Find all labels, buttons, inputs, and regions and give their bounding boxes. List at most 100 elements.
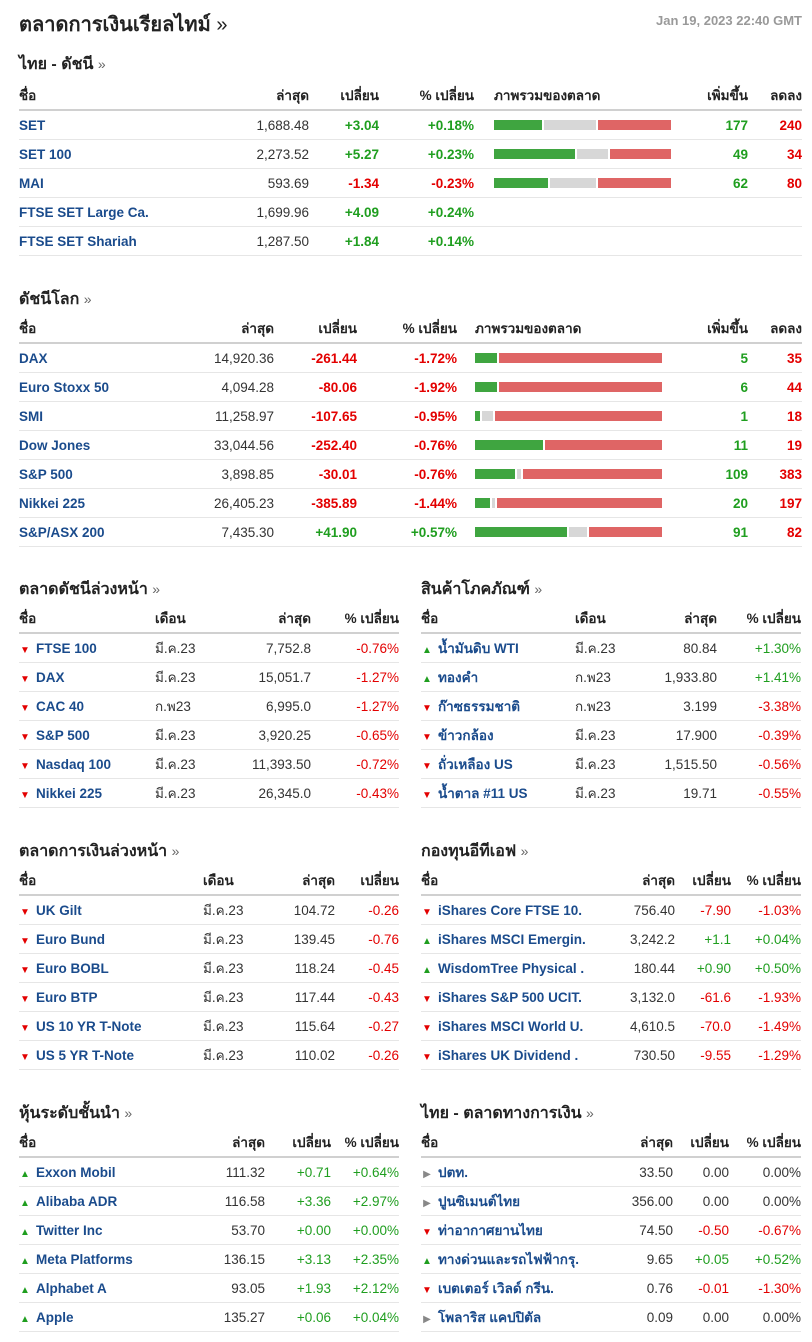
instrument-cell[interactable]: ▶ ปตท. (421, 1157, 601, 1187)
instrument-cell[interactable]: DAX (19, 343, 169, 373)
table-row[interactable]: FTSE SET Large Ca. 1,699.96 +4.09 +0.24% (19, 197, 802, 227)
instrument-link[interactable]: SET 100 (19, 146, 72, 162)
table-row[interactable]: Dow Jones 33,044.56 -252.40 -0.76% 11 19 (19, 430, 802, 460)
table-row[interactable]: ▼ UK Gilt มี.ค.23 104.72 -0.26 (19, 895, 399, 925)
table-row[interactable]: ▼ เบตเตอร์ เวิลด์ กรีน. 0.76 -0.01 -1.30% (421, 1273, 801, 1303)
table-row[interactable]: ▲ Meta Platforms 136.15 +3.13 +2.35% (19, 1244, 399, 1274)
section-arrow[interactable]: » (171, 843, 180, 859)
instrument-link[interactable]: Alibaba ADR (36, 1193, 118, 1209)
table-row[interactable]: ▲ น้ำมันดิบ WTI มี.ค.23 80.84 +1.30% (421, 633, 801, 663)
instrument-cell[interactable]: FTSE SET Shariah (19, 226, 184, 256)
section-title-world-indices[interactable]: ดัชนีโลก » (19, 287, 92, 312)
table-row[interactable]: ▼ Euro BOBL มี.ค.23 118.24 -0.45 (19, 953, 399, 983)
instrument-cell[interactable]: ▼ FTSE 100 (19, 633, 155, 663)
section-title-text[interactable]: สินค้าโภคภัณฑ์ (421, 581, 530, 598)
instrument-link[interactable]: ท่าอากาศยานไทย (438, 1223, 543, 1238)
instrument-link[interactable]: Meta Platforms (36, 1251, 133, 1267)
instrument-cell[interactable]: ▼ Euro BOBL (19, 953, 203, 983)
instrument-cell[interactable]: ▲ Meta Platforms (19, 1244, 189, 1274)
instrument-cell[interactable]: ▲ ทองคำ (421, 662, 575, 692)
instrument-cell[interactable]: ▲ Twitter Inc (19, 1215, 189, 1245)
section-title-text[interactable]: ตลาดดัชนีล่วงหน้า (19, 581, 148, 598)
instrument-link[interactable]: S&P 500 (19, 466, 73, 482)
section-title-top-stocks[interactable]: หุ้นระดับชั้นนำ » (19, 1101, 132, 1126)
table-row[interactable]: FTSE SET Shariah 1,287.50 +1.84 +0.14% (19, 226, 802, 256)
section-arrow[interactable]: » (152, 581, 161, 597)
instrument-cell[interactable]: ▼ iShares Core FTSE 10. (421, 895, 601, 925)
table-row[interactable]: ▼ DAX มี.ค.23 15,051.7 -1.27% (19, 662, 399, 692)
instrument-cell[interactable]: FTSE SET Large Ca. (19, 197, 184, 227)
instrument-cell[interactable]: ▲ WisdomTree Physical . (421, 953, 601, 983)
instrument-link[interactable]: Euro Stoxx 50 (19, 379, 110, 395)
instrument-link[interactable]: เบตเตอร์ เวิลด์ กรีน. (438, 1281, 554, 1296)
table-row[interactable]: ▼ S&P 500 มี.ค.23 3,920.25 -0.65% (19, 720, 399, 750)
section-title-text[interactable]: หุ้นระดับชั้นนำ (19, 1105, 120, 1122)
instrument-link[interactable]: UK Gilt (36, 902, 82, 918)
instrument-link[interactable]: iShares S&P 500 UCIT. (438, 989, 582, 1005)
instrument-link[interactable]: FTSE 100 (36, 640, 97, 656)
instrument-cell[interactable]: ▼ Nikkei 225 (19, 778, 155, 808)
table-row[interactable]: S&P 500 3,898.85 -30.01 -0.76% 109 383 (19, 459, 802, 489)
instrument-cell[interactable]: SET (19, 110, 184, 140)
instrument-cell[interactable]: ▼ iShares S&P 500 UCIT. (421, 982, 601, 1012)
instrument-cell[interactable]: ▼ Euro BTP (19, 982, 203, 1012)
section-arrow[interactable]: » (586, 1105, 594, 1121)
instrument-cell[interactable]: ▼ UK Gilt (19, 895, 203, 925)
instrument-cell[interactable]: ▲ น้ำมันดิบ WTI (421, 633, 575, 663)
table-row[interactable]: ▶ ปูนซิเมนต์ไทย 356.00 0.00 0.00% (421, 1186, 801, 1216)
section-title-bond-futures[interactable]: ตลาดการเงินล่วงหน้า » (19, 839, 179, 864)
instrument-cell[interactable]: SET 100 (19, 139, 184, 169)
table-row[interactable]: ▲ iShares MSCI Emergin. 3,242.2 +1.1 +0.04% (421, 924, 801, 954)
table-row[interactable]: ▲ WisdomTree Physical . 180.44 +0.90 +0.50% (421, 953, 801, 983)
table-row[interactable]: ▼ US 5 YR T-Note มี.ค.23 110.02 -0.26 (19, 1040, 399, 1070)
instrument-cell[interactable]: SMI (19, 401, 169, 431)
table-row[interactable]: ▼ Nikkei 225 มี.ค.23 26,345.0 -0.43% (19, 778, 399, 808)
section-arrow[interactable]: » (124, 1105, 133, 1121)
instrument-cell[interactable]: ▼ DAX (19, 662, 155, 692)
instrument-cell[interactable]: S&P 500 (19, 459, 169, 489)
page-title-arrow[interactable]: » (216, 14, 228, 36)
instrument-link[interactable]: น้ำตาล #11 US (438, 786, 528, 801)
section-title-thai-markets[interactable]: ไทย - ตลาดทางการเงิน » (421, 1101, 594, 1126)
table-row[interactable]: MAI 593.69 -1.34 -0.23% 62 80 (19, 168, 802, 198)
table-row[interactable]: ▼ iShares UK Dividend . 730.50 -9.55 -1.29% (421, 1040, 801, 1070)
instrument-link[interactable]: FTSE SET Large Ca. (19, 204, 149, 220)
instrument-link[interactable]: SET (19, 117, 46, 133)
table-row[interactable]: SET 1,688.48 +3.04 +0.18% 177 240 (19, 110, 802, 140)
instrument-link[interactable]: WisdomTree Physical . (438, 960, 585, 976)
instrument-cell[interactable]: ▼ ก๊าซธรรมชาติ (421, 691, 575, 721)
instrument-link[interactable]: SMI (19, 408, 44, 424)
section-title-text[interactable]: ตลาดการเงินล่วงหน้า (19, 843, 168, 860)
instrument-link[interactable]: iShares UK Dividend . (438, 1047, 579, 1063)
table-row[interactable]: ▼ iShares Core FTSE 10. 756.40 -7.90 -1.03% (421, 895, 801, 925)
instrument-cell[interactable]: Nikkei 225 (19, 488, 169, 518)
table-row[interactable]: Euro Stoxx 50 4,094.28 -80.06 -1.92% 6 44 (19, 372, 802, 402)
page-title[interactable]: ตลาดการเงินเรียลไทม์ » (19, 8, 227, 40)
section-arrow[interactable]: » (520, 843, 529, 859)
instrument-link[interactable]: Euro BOBL (36, 960, 109, 976)
section-arrow[interactable]: » (83, 291, 92, 307)
table-row[interactable]: ▼ Euro BTP มี.ค.23 117.44 -0.43 (19, 982, 399, 1012)
instrument-cell[interactable]: S&P/ASX 200 (19, 517, 169, 547)
table-row[interactable]: ▲ ทองคำ ก.พ23 1,933.80 +1.41% (421, 662, 801, 692)
instrument-link[interactable]: Apple (36, 1309, 74, 1325)
section-title-text[interactable]: ไทย - ตลาดทางการเงิน (421, 1105, 582, 1122)
table-row[interactable]: SMI 11,258.97 -107.65 -0.95% 1 18 (19, 401, 802, 431)
instrument-link[interactable]: Dow Jones (19, 437, 91, 453)
table-row[interactable]: ▼ ถั่วเหลือง US มี.ค.23 1,515.50 -0.56% (421, 749, 801, 779)
instrument-cell[interactable]: ▲ Exxon Mobil (19, 1157, 189, 1187)
instrument-link[interactable]: Nasdaq 100 (36, 756, 112, 772)
table-row[interactable]: ▼ iShares MSCI World U. 4,610.5 -70.0 -1.49% (421, 1011, 801, 1041)
instrument-cell[interactable]: ▲ Alphabet A (19, 1273, 189, 1303)
table-row[interactable]: ▼ Nasdaq 100 มี.ค.23 11,393.50 -0.72% (19, 749, 399, 779)
instrument-cell[interactable]: ▲ iShares MSCI Emergin. (421, 924, 601, 954)
section-title-thai-indices[interactable]: ไทย - ดัชนี » (19, 52, 106, 77)
instrument-cell[interactable]: ▼ iShares UK Dividend . (421, 1040, 601, 1070)
instrument-link[interactable]: CAC 40 (36, 698, 85, 714)
section-arrow[interactable]: » (534, 581, 543, 597)
table-row[interactable]: ▲ Twitter Inc 53.70 +0.00 +0.00% (19, 1215, 399, 1245)
instrument-cell[interactable]: ▶ ปูนซิเมนต์ไทย (421, 1186, 601, 1216)
instrument-link[interactable]: FTSE SET Shariah (19, 233, 137, 249)
instrument-link[interactable]: ปตท. (438, 1165, 468, 1180)
instrument-cell[interactable]: ▼ iShares MSCI World U. (421, 1011, 601, 1041)
